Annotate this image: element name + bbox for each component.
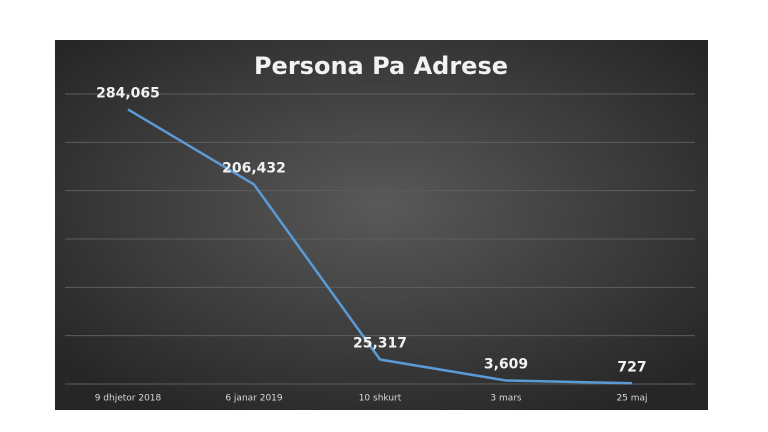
x-tick-label: 25 maj [616,394,647,404]
data-label: 284,065 [96,85,160,101]
x-tick-label: 3 mars [490,394,522,404]
series-line [127,108,633,385]
chart-title: Persona Pa Adrese [254,52,508,80]
x-tick-label: 6 janar 2019 [225,394,283,404]
x-tick-label: 9 dhjetor 2018 [95,394,162,404]
data-label: 25,317 [353,336,407,352]
data-label: 206,432 [222,160,286,176]
x-tick-label: 10 shkurt [359,394,402,404]
data-label: 727 [617,359,646,375]
data-label: 3,609 [484,357,528,373]
plot-background [55,40,708,410]
